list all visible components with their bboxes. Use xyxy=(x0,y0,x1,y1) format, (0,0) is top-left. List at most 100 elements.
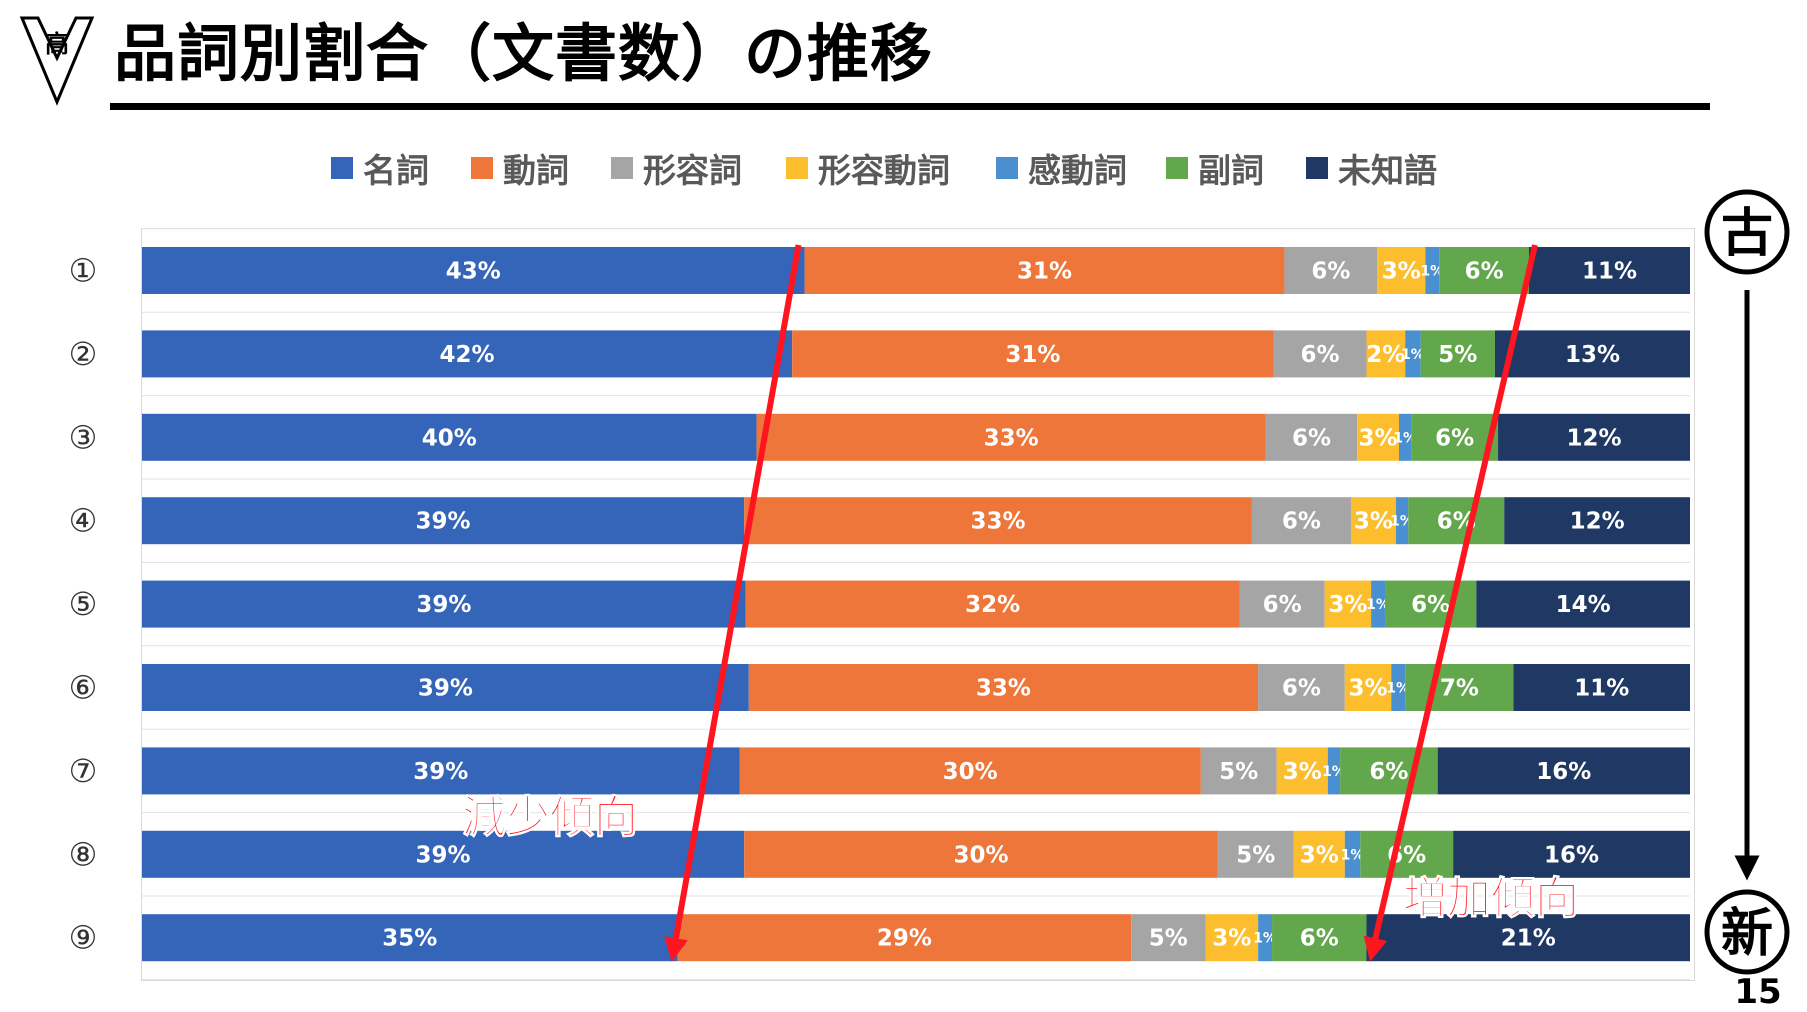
bar-segment xyxy=(1420,330,1495,378)
legend-item: 未知語 xyxy=(1306,148,1437,190)
legend-item: 動詞 xyxy=(471,148,569,190)
data-label: 5% xyxy=(1236,842,1275,868)
bar-segment xyxy=(748,664,1259,711)
legend-label: 形容動詞 xyxy=(818,151,950,190)
bar-segment xyxy=(1327,747,1341,795)
new-marker-label: 新 xyxy=(1721,904,1773,964)
bar-segment xyxy=(142,247,805,294)
school-logo: 高 xyxy=(18,12,96,108)
data-label: 5% xyxy=(1219,759,1258,785)
title-underline xyxy=(110,103,1710,110)
data-label: 30% xyxy=(953,842,1008,868)
data-label: 5% xyxy=(1438,342,1477,368)
legend-swatch xyxy=(1166,157,1188,179)
bar-segment xyxy=(1425,247,1440,294)
data-label: 39% xyxy=(416,592,471,618)
legend-swatch xyxy=(471,157,493,179)
bar-segment xyxy=(1131,914,1206,962)
data-label: 16% xyxy=(1536,759,1591,785)
data-label: 12% xyxy=(1570,509,1625,535)
legend-label: 形容詞 xyxy=(643,151,742,190)
legend-item: 形容動詞 xyxy=(786,148,950,190)
data-label: 1% xyxy=(1386,681,1410,697)
bar-segment xyxy=(1498,413,1690,461)
legend-label: 動詞 xyxy=(503,151,569,190)
data-label: 1% xyxy=(1253,931,1277,947)
bar-segment xyxy=(1200,747,1277,795)
data-label: 3% xyxy=(1300,842,1339,868)
decrease-arrow xyxy=(664,244,802,962)
bar-segment xyxy=(1265,413,1358,461)
data-label: 1% xyxy=(1393,430,1417,446)
category-label: ① xyxy=(69,252,98,290)
data-label: 6% xyxy=(1300,926,1339,952)
data-label: 3% xyxy=(1354,509,1393,535)
data-label: 6% xyxy=(1300,342,1339,368)
data-label: 31% xyxy=(1017,259,1072,285)
data-label: 6% xyxy=(1282,676,1321,702)
data-label: 39% xyxy=(418,676,473,702)
bar-segment xyxy=(1357,413,1399,461)
bar-segment xyxy=(142,497,745,545)
data-label: 40% xyxy=(422,425,477,451)
bar-segment xyxy=(756,413,1266,461)
data-label: 2% xyxy=(1366,342,1405,368)
bar-segment xyxy=(804,247,1285,294)
data-label: 6% xyxy=(1292,425,1331,451)
legend-label: 未知語 xyxy=(1338,151,1437,190)
data-label: 35% xyxy=(382,926,437,952)
data-label: 32% xyxy=(965,592,1020,618)
bar-segment xyxy=(1513,664,1690,711)
data-label: 1% xyxy=(1366,597,1390,613)
category-label: ⑧ xyxy=(69,835,98,873)
data-label: 6% xyxy=(1369,759,1408,785)
data-label: 31% xyxy=(1005,342,1060,368)
data-label: 16% xyxy=(1544,842,1599,868)
bar-segment xyxy=(1293,830,1345,878)
category-label: ⑦ xyxy=(69,752,98,790)
legend-label: 名詞 xyxy=(363,151,429,190)
bar-segment xyxy=(1476,580,1690,628)
bar-segment xyxy=(142,413,757,461)
bar-segment xyxy=(1324,580,1372,628)
bar-segment xyxy=(1408,497,1505,545)
category-label: ③ xyxy=(69,418,98,456)
bar-segment xyxy=(1398,413,1412,461)
data-label: 39% xyxy=(416,842,471,868)
bar-segment xyxy=(142,330,793,378)
category-label: ⑤ xyxy=(69,585,98,623)
data-label: 14% xyxy=(1556,592,1611,618)
increase-arrow xyxy=(1363,244,1538,962)
bar-segment xyxy=(1205,914,1259,962)
increase-label: 増加傾向 xyxy=(1403,873,1579,924)
bar-segment xyxy=(1371,580,1386,628)
bar-segment xyxy=(1258,664,1345,711)
data-label: 3% xyxy=(1382,259,1421,285)
data-label: 33% xyxy=(976,676,1031,702)
bar-segment xyxy=(792,330,1274,378)
bar-segment xyxy=(739,747,1201,795)
decrease-label: 減少傾向 xyxy=(462,792,638,843)
data-label: 3% xyxy=(1348,676,1387,702)
data-label: 6% xyxy=(1435,425,1474,451)
legend-item: 副詞 xyxy=(1166,148,1264,190)
bar-segment xyxy=(1360,830,1454,878)
bar-segment xyxy=(1411,413,1499,461)
bar-segment xyxy=(1439,247,1530,294)
data-label: 13% xyxy=(1565,342,1620,368)
bar-segment xyxy=(1377,247,1426,294)
bar-segment xyxy=(1284,247,1378,294)
legend-item: 感動詞 xyxy=(996,148,1127,190)
data-label: 21% xyxy=(1501,926,1556,952)
bar-segment xyxy=(744,830,1218,878)
bar-segment xyxy=(1350,497,1396,545)
bar-segment xyxy=(142,914,678,962)
legend-label: 副詞 xyxy=(1198,151,1264,190)
bar-segment xyxy=(1405,330,1421,378)
bar-segment xyxy=(1391,664,1406,711)
data-label: 1% xyxy=(1401,347,1425,363)
bar-segment xyxy=(142,830,745,878)
data-label: 39% xyxy=(413,759,468,785)
data-label: 3% xyxy=(1328,592,1367,618)
bar-segment xyxy=(1494,330,1690,378)
